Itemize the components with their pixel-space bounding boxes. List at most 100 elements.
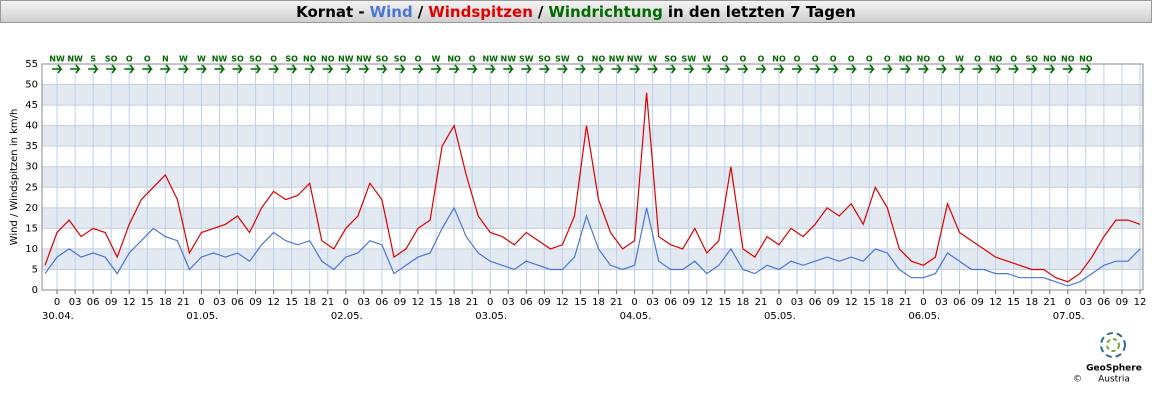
direction-label: NW <box>501 55 517 64</box>
direction-label: O <box>126 55 133 64</box>
date-label: 03.05. <box>475 311 507 322</box>
y-tick-label: 35 <box>25 141 38 152</box>
direction-arrow <box>503 64 514 74</box>
grid-band <box>42 125 1143 147</box>
direction-arrow <box>593 64 605 74</box>
direction-label: SO <box>105 55 118 64</box>
x-tick-label: 09 <box>827 297 840 308</box>
direction-label: O <box>270 55 277 64</box>
direction-arrow <box>1080 64 1092 74</box>
direction-arrow <box>196 64 208 74</box>
direction-label: NO <box>303 55 317 64</box>
x-tick-label: 12 <box>1134 297 1147 308</box>
direction-label: O <box>866 55 873 64</box>
x-tick-label: 03 <box>646 297 659 308</box>
x-tick-label: 18 <box>159 297 172 308</box>
direction-arrow <box>376 64 388 74</box>
direction-arrow <box>1026 64 1038 74</box>
x-tick-label: 03 <box>935 297 948 308</box>
x-tick-label: 15 <box>430 297 443 308</box>
direction-arrow <box>449 64 460 74</box>
direction-arrow <box>178 64 189 74</box>
direction-label: O <box>144 55 151 64</box>
direction-label: SW <box>519 55 534 64</box>
y-tick-label: 20 <box>25 203 38 214</box>
direction-arrow <box>755 64 767 74</box>
direction-label: O <box>415 55 422 64</box>
x-tick-label: 03 <box>502 297 515 308</box>
direction-arrow <box>774 64 785 74</box>
direction-arrow <box>413 64 424 74</box>
grid-band <box>42 84 1143 106</box>
x-tick-label: 18 <box>448 297 461 308</box>
direction-label: SW <box>681 55 696 64</box>
direction-label: SO <box>376 55 389 64</box>
direction-label: SO <box>231 55 244 64</box>
direction-arrow <box>70 64 81 74</box>
direction-arrow <box>142 64 153 74</box>
direction-arrow <box>539 64 550 74</box>
x-tick-label: 12 <box>123 297 136 308</box>
x-tick-label: 06 <box>231 297 244 308</box>
x-tick-label: 18 <box>592 297 605 308</box>
logo-ring <box>1106 338 1120 352</box>
direction-label: NO <box>447 55 461 64</box>
direction-arrow <box>972 64 984 74</box>
direction-label: W <box>702 55 711 64</box>
x-tick-label: 0 <box>198 297 204 308</box>
x-tick-label: 09 <box>249 297 262 308</box>
x-tick-label: 06 <box>664 297 677 308</box>
direction-label: O <box>938 55 945 64</box>
direction-label: O <box>758 55 765 64</box>
direction-label: O <box>974 55 981 64</box>
direction-arrow <box>557 64 569 74</box>
x-tick-label: 12 <box>556 297 569 308</box>
direction-arrow <box>701 64 713 74</box>
x-tick-label: 18 <box>881 297 894 308</box>
direction-label: SW <box>555 55 570 64</box>
y-tick-label: 55 <box>25 59 38 70</box>
direction-label: S <box>90 55 96 64</box>
direction-arrow <box>810 64 821 74</box>
y-tick-label: 40 <box>25 121 38 132</box>
direction-label: SO <box>664 55 677 64</box>
direction-label: W <box>955 55 964 64</box>
title-part: / <box>537 2 544 21</box>
x-tick-label: 12 <box>267 297 280 308</box>
x-tick-label: 09 <box>105 297 118 308</box>
x-tick-label: 09 <box>538 297 551 308</box>
direction-arrow <box>1044 64 1056 74</box>
direction-arrow <box>1008 64 1020 74</box>
direction-label: NW <box>609 55 625 64</box>
x-tick-label: 06 <box>1098 297 1111 308</box>
x-tick-label: 06 <box>376 297 389 308</box>
direction-arrow <box>286 64 298 74</box>
direction-arrow <box>665 64 677 74</box>
x-tick-label: 0 <box>54 297 60 308</box>
x-tick-label: 0 <box>776 297 782 308</box>
title-part: Kornat - <box>296 2 365 21</box>
direction-label: O <box>469 55 476 64</box>
direction-label: O <box>848 55 855 64</box>
direction-arrow <box>792 64 803 74</box>
x-tick-label: 15 <box>718 297 731 308</box>
y-tick-label: 25 <box>25 182 38 193</box>
direction-label: W <box>432 55 441 64</box>
x-tick-label: 21 <box>466 297 479 308</box>
y-tick-label: 10 <box>25 244 38 255</box>
x-tick-label: 03 <box>358 297 371 308</box>
direction-arrow <box>214 64 226 74</box>
logo <box>1100 332 1126 358</box>
x-tick-label: 21 <box>1043 297 1056 308</box>
direction-label: NO <box>772 55 786 64</box>
x-tick-label: 09 <box>1116 297 1129 308</box>
direction-label: SO <box>538 55 551 64</box>
direction-label: NO <box>1079 55 1093 64</box>
x-tick-label: 18 <box>303 297 316 308</box>
direction-arrow <box>629 64 641 74</box>
direction-arrow <box>647 64 659 74</box>
direction-label: NW <box>338 55 354 64</box>
x-tick-label: 06 <box>809 297 822 308</box>
copyright: © <box>1073 375 1082 385</box>
x-tick-label: 21 <box>321 297 334 308</box>
